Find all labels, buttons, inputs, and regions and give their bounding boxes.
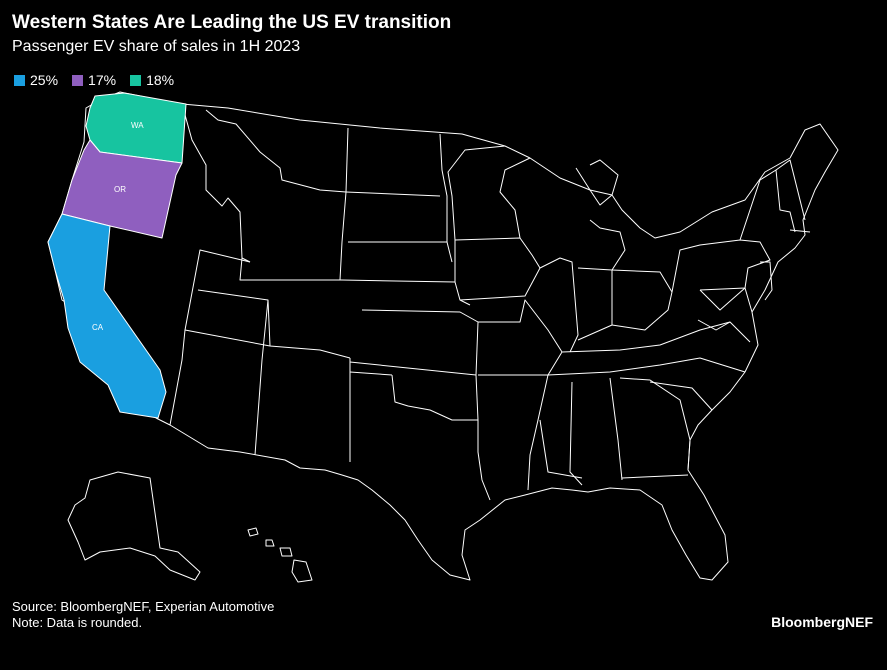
brand-logo: BloombergNEF: [771, 614, 873, 630]
us-map: WA OR CA: [47, 91, 839, 583]
data-note: Note: Data is rounded.: [12, 615, 143, 630]
chart-title: Western States Are Leading the US EV tra…: [12, 12, 452, 33]
state-ak: [67, 471, 201, 581]
state-hi: [247, 527, 313, 583]
legend-item-or: 17%: [72, 72, 116, 88]
legend-swatch-or: [72, 74, 84, 86]
legend-item-wa: 18%: [130, 72, 174, 88]
footer: Source: BloombergNEF, Experian Automotiv…: [12, 599, 274, 631]
state-borders: [169, 103, 811, 501]
state-label-or: OR: [114, 185, 126, 194]
source-note: Source: BloombergNEF, Experian Automotiv…: [12, 599, 275, 614]
legend-label-or: 17%: [88, 72, 117, 88]
state-ca: [47, 213, 167, 419]
state-label-ca: CA: [92, 323, 104, 332]
legend-label-ca: 25%: [30, 72, 59, 88]
state-or: [61, 139, 183, 239]
chart-subtitle: Passenger EV share of sales in 1H 2023: [12, 38, 301, 55]
state-label-wa: WA: [131, 121, 144, 130]
legend-item-ca: 25%: [14, 72, 58, 88]
legend-label-wa: 18%: [146, 72, 175, 88]
legend-swatch-wa: [130, 74, 142, 86]
legend: 25% 17% 18%: [14, 72, 174, 88]
legend-swatch-ca: [14, 74, 25, 86]
